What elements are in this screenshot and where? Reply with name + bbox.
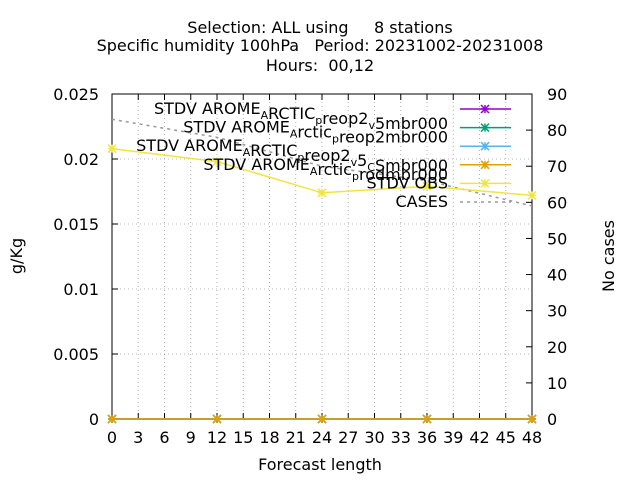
legend-label-0: STDV AROMEARCTICpreop2v5mbr000 xyxy=(154,99,448,133)
y2-tick-label: 90 xyxy=(547,85,567,104)
legend-label-1: STDV AROMEArcticpreop2mbr000 xyxy=(183,118,448,147)
y-axis: 0 0.005 0.01 0.015 0.02 0.025 xyxy=(53,85,118,429)
series-point-4 xyxy=(527,190,537,200)
title-line-2: Specific humidity 100hPa Period: 2023100… xyxy=(97,36,544,55)
y2-tick-label: 10 xyxy=(547,374,567,393)
x-axis-label: Forecast length xyxy=(258,455,382,474)
y-tick-label: 0.01 xyxy=(63,280,99,299)
x-tick-label: 36 xyxy=(417,428,437,447)
legend-marker-3 xyxy=(480,160,490,170)
series-point-4 xyxy=(317,188,327,198)
series-point-3 xyxy=(422,414,432,424)
y2-axis: 0 10 20 30 40 50 60 70 80 90 xyxy=(526,85,567,429)
x-tick-label: 33 xyxy=(391,428,411,447)
series-point-3 xyxy=(317,414,327,424)
series-point-4 xyxy=(422,181,432,191)
y-axis-label: g/Kg xyxy=(7,238,26,274)
x-tick-label: 21 xyxy=(286,428,306,447)
y2-tick-label: 20 xyxy=(547,338,567,357)
y2-tick-label: 50 xyxy=(547,229,567,248)
y-tick-label: 0.02 xyxy=(63,150,99,169)
legend-marker-1 xyxy=(480,123,490,133)
x-tick-label: 9 xyxy=(186,428,196,447)
y-tick-label: 0.015 xyxy=(53,215,99,234)
title-line-1: Selection: ALL using 8 stations xyxy=(187,18,452,37)
x-tick-label: 6 xyxy=(159,428,169,447)
y2-tick-label: 70 xyxy=(547,157,567,176)
legend-label-2: STDV AROMEARCTICpreop2v5CSmbr000 xyxy=(136,136,448,175)
x-tick-label: 39 xyxy=(443,428,463,447)
x-tick-label: 15 xyxy=(233,428,253,447)
x-tick-label: 18 xyxy=(259,428,279,447)
y-tick-label: 0.025 xyxy=(53,85,99,104)
series-point-4 xyxy=(107,144,117,154)
legend-label-3: STDV AROMEArcticprodmbr000 xyxy=(203,155,448,184)
chart-title: Selection: ALL using 8 stations Specific… xyxy=(97,18,544,75)
series-point-3 xyxy=(107,414,117,424)
y-tick-label: 0.005 xyxy=(53,345,99,364)
y-tick-label: 0 xyxy=(89,410,99,429)
legend-label-5: CASES xyxy=(395,192,448,211)
x-tick-label: 12 xyxy=(207,428,227,447)
x-tick-label: 27 xyxy=(338,428,358,447)
x-tick-label: 45 xyxy=(496,428,516,447)
legend-marker-0 xyxy=(480,104,490,114)
series-layer xyxy=(107,118,537,424)
y2-tick-label: 30 xyxy=(547,302,567,321)
y2-tick-label: 40 xyxy=(547,266,567,285)
x-tick-label: 3 xyxy=(133,428,143,447)
series-point-3 xyxy=(527,414,537,424)
legend-label-4: STDV OBS xyxy=(367,173,448,192)
y2-tick-label: 0 xyxy=(547,410,557,429)
y2-tick-label: 80 xyxy=(547,121,567,140)
legend-marker-4 xyxy=(480,178,490,188)
series-point-4 xyxy=(212,157,222,167)
title-line-3: Hours: 00,12 xyxy=(266,56,374,75)
legend-marker-2 xyxy=(480,141,490,151)
y2-tick-label: 60 xyxy=(547,193,567,212)
x-axis: 0 3 6 9 12 15 18 21 24 27 30 33 36 39 42 45 48 xyxy=(107,94,542,447)
x-tick-label: 42 xyxy=(469,428,489,447)
y2-axis-label: No cases xyxy=(599,220,618,292)
x-tick-label: 30 xyxy=(364,428,384,447)
series-point-3 xyxy=(212,414,222,424)
x-tick-label: 48 xyxy=(522,428,542,447)
x-tick-label: 24 xyxy=(312,428,332,447)
x-tick-label: 0 xyxy=(107,428,117,447)
